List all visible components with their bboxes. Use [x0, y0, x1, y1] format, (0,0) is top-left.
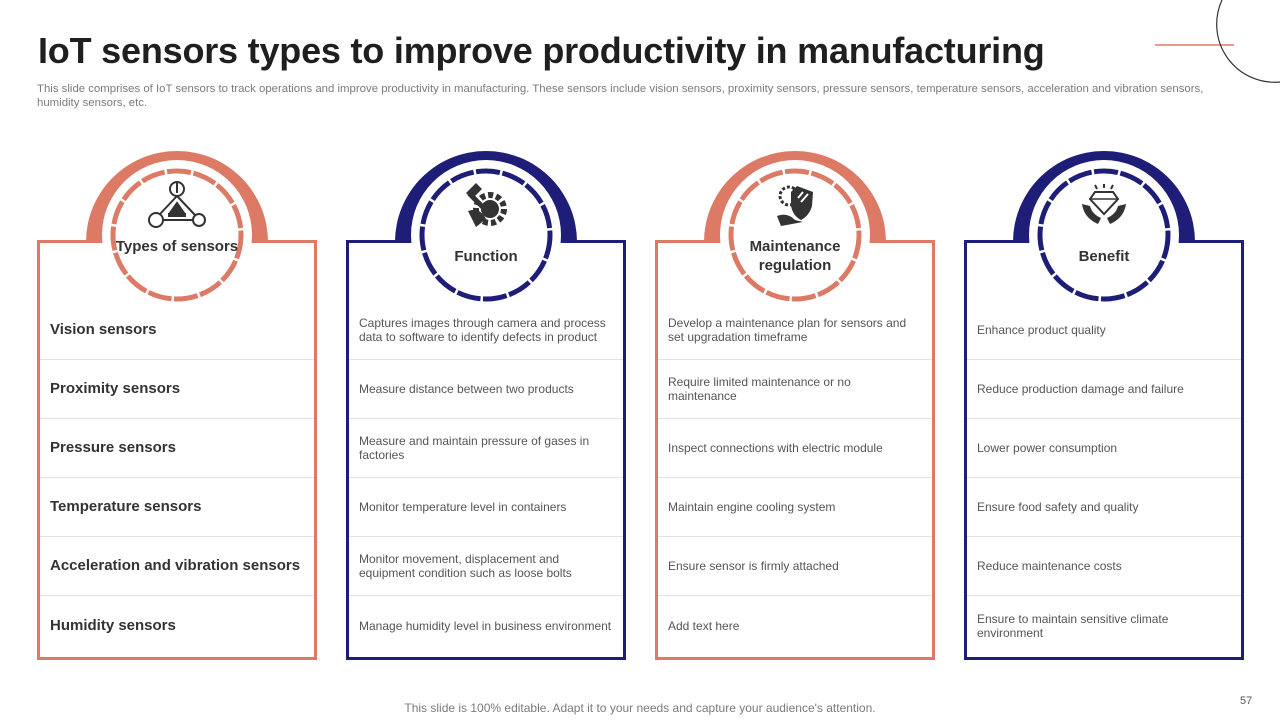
table-row: Manage humidity level in business enviro…: [349, 596, 623, 655]
table-row: Reduce maintenance costs: [967, 537, 1241, 596]
maintenance-text: Ensure sensor is firmly attached: [668, 559, 839, 573]
maintenance-text: Require limited maintenance or no mainte…: [668, 375, 851, 403]
panel-maintenance-regulation: Develop a maintenance plan for sensors a…: [655, 240, 935, 660]
table-row: Add text here: [658, 596, 932, 655]
sensor-type-label: Humidity sensors: [50, 616, 176, 634]
table-row: Measure distance between two products: [349, 360, 623, 419]
rows-maintenance-regulation: Develop a maintenance plan for sensors a…: [658, 301, 932, 655]
table-row: Require limited maintenance or no mainte…: [658, 360, 932, 419]
table-row: Ensure food safety and quality: [967, 478, 1241, 537]
table-row: Ensure sensor is firmly attached: [658, 537, 932, 596]
column-header-maintenance-regulation: Maintenance regulation: [749, 238, 841, 274]
table-row: Lower power consumption: [967, 419, 1241, 478]
function-text: Measure and maintain pressure of gases i…: [359, 434, 590, 462]
badge-function: Function: [395, 144, 577, 310]
table-row: Humidity sensors: [40, 596, 314, 655]
badge-ring: [110, 168, 244, 302]
benefit-text: Ensure to maintain sensitive climate env…: [977, 611, 1169, 640]
benefit-text: Lower power consumption: [977, 441, 1118, 455]
table-row: Pressure sensors: [40, 419, 314, 478]
shield-hand-icon: [777, 185, 813, 226]
function-text: Monitor movement, displacement and equip…: [359, 552, 572, 580]
sensor-type-label: Acceleration and vibration sensors: [50, 557, 301, 574]
page-number: 57: [1240, 695, 1253, 707]
rows-function: Captures images through camera and proce…: [349, 301, 623, 655]
benefit-text: Reduce maintenance costs: [977, 559, 1122, 573]
maintenance-text: Develop a maintenance plan for sensors a…: [668, 316, 907, 344]
table-row: Enhance product quality: [967, 301, 1241, 360]
badge-halo: [411, 160, 561, 310]
table-row: Reduce production damage and failure: [967, 360, 1241, 419]
column-header-function: Function: [454, 248, 518, 265]
badge-ring: [728, 168, 862, 302]
footer-note: This slide is 100% editable. Adapt it to…: [404, 701, 876, 715]
column-function: Captures images through camera and proce…: [346, 144, 626, 660]
table-row: Maintain engine cooling system: [658, 478, 932, 537]
table-row: Monitor movement, displacement and equip…: [349, 537, 623, 596]
badge-benefit: Benefit: [1013, 144, 1195, 310]
column-header-benefit: Benefit: [1078, 248, 1130, 265]
column-types-of-sensors: Vision sensors Proximity sensors Pressur…: [37, 144, 317, 660]
gear-wrench-hand-icon: [466, 183, 507, 227]
benefit-text: Reduce production damage and failure: [977, 382, 1184, 396]
function-text: Measure distance between two products: [359, 382, 574, 396]
panel-benefit: Enhance product quality Reduce productio…: [964, 240, 1244, 660]
badge-ring: [419, 168, 553, 302]
table-row: Acceleration and vibration sensors: [40, 537, 314, 596]
corner-arc: [1216, 0, 1280, 83]
badge-maintenance-regulation: Maintenance regulation: [704, 144, 886, 310]
benefit-text: Ensure food safety and quality: [977, 500, 1139, 514]
function-text: Manage humidity level in business enviro…: [359, 618, 612, 633]
badge-types-of-sensors: Types of sensors: [86, 144, 268, 310]
table-row: Inspect connections with electric module: [658, 419, 932, 478]
badge-halo: [720, 160, 870, 310]
page-subtitle: This slide comprises of IoT sensors to t…: [37, 83, 1204, 109]
badge-halo: [102, 160, 252, 310]
function-text: Monitor temperature level in containers: [359, 500, 567, 514]
sensor-type-label: Proximity sensors: [50, 380, 181, 397]
sensor-type-label: Vision sensors: [50, 321, 157, 338]
table-row: Measure and maintain pressure of gases i…: [349, 419, 623, 478]
table-row: Monitor temperature level in containers: [349, 478, 623, 537]
benefit-text: Enhance product quality: [977, 323, 1106, 337]
rows-benefit: Enhance product quality Reduce productio…: [967, 301, 1241, 655]
panel-types-of-sensors: Vision sensors Proximity sensors Pressur…: [37, 240, 317, 660]
sensor-type-label: Temperature sensors: [50, 498, 202, 515]
badge-ring: [1037, 168, 1171, 302]
sensor-type-label: Pressure sensors: [50, 439, 176, 456]
table-row: Captures images through camera and proce…: [349, 301, 623, 360]
table-row: Ensure to maintain sensitive climate env…: [967, 596, 1241, 655]
table-row: Proximity sensors: [40, 360, 314, 419]
maintenance-text: Add text here: [668, 618, 740, 633]
function-text: Captures images through camera and proce…: [359, 316, 606, 344]
rows-types-of-sensors: Vision sensors Proximity sensors Pressur…: [40, 301, 314, 655]
maintenance-text: Inspect connections with electric module: [668, 441, 883, 455]
table-row: Vision sensors: [40, 301, 314, 360]
maintenance-text: Maintain engine cooling system: [668, 500, 836, 514]
page-title: IoT sensors types to improve productivit…: [38, 30, 1045, 71]
table-row: Temperature sensors: [40, 478, 314, 537]
table-row: Develop a maintenance plan for sensors a…: [658, 301, 932, 360]
diamond-hands-icon: [1082, 184, 1126, 224]
sensor-network-icon: [148, 181, 206, 228]
panel-function: Captures images through camera and proce…: [346, 240, 626, 660]
corner-decoration: [1155, 0, 1280, 83]
column-header-types-of-sensors: Types of sensors: [115, 238, 239, 255]
column-maintenance-regulation: Develop a maintenance plan for sensors a…: [655, 144, 935, 660]
badge-halo: [1029, 160, 1179, 310]
column-benefit: Enhance product quality Reduce productio…: [964, 144, 1244, 660]
